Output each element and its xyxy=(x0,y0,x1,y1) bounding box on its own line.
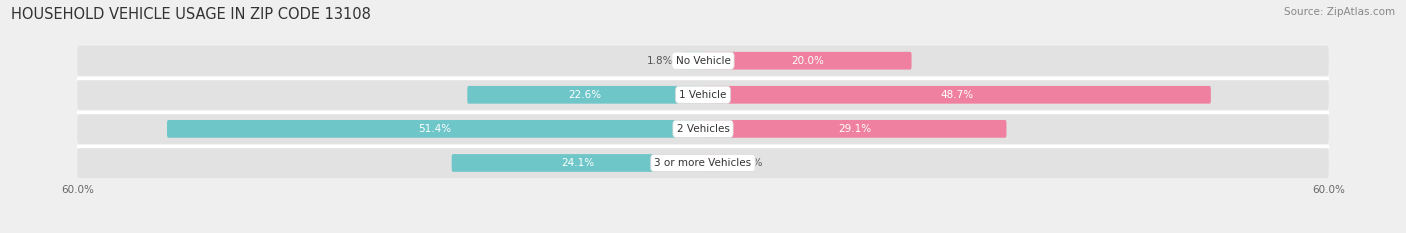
FancyBboxPatch shape xyxy=(77,114,1329,144)
Text: 22.6%: 22.6% xyxy=(568,90,602,100)
Text: 3 or more Vehicles: 3 or more Vehicles xyxy=(654,158,752,168)
FancyBboxPatch shape xyxy=(467,86,703,104)
FancyBboxPatch shape xyxy=(77,80,1329,110)
FancyBboxPatch shape xyxy=(703,120,1007,138)
Text: 1.8%: 1.8% xyxy=(647,56,673,66)
Text: 20.0%: 20.0% xyxy=(790,56,824,66)
FancyBboxPatch shape xyxy=(703,52,911,70)
FancyBboxPatch shape xyxy=(167,120,703,138)
FancyBboxPatch shape xyxy=(685,52,703,70)
Text: 2.2%: 2.2% xyxy=(737,158,763,168)
FancyBboxPatch shape xyxy=(703,86,1211,104)
Text: No Vehicle: No Vehicle xyxy=(675,56,731,66)
FancyBboxPatch shape xyxy=(77,46,1329,76)
FancyBboxPatch shape xyxy=(77,148,1329,178)
Text: 51.4%: 51.4% xyxy=(419,124,451,134)
Text: 2 Vehicles: 2 Vehicles xyxy=(676,124,730,134)
FancyBboxPatch shape xyxy=(703,154,725,172)
FancyBboxPatch shape xyxy=(451,154,703,172)
Text: Source: ZipAtlas.com: Source: ZipAtlas.com xyxy=(1284,7,1395,17)
Text: 1 Vehicle: 1 Vehicle xyxy=(679,90,727,100)
Text: 48.7%: 48.7% xyxy=(941,90,973,100)
Text: HOUSEHOLD VEHICLE USAGE IN ZIP CODE 13108: HOUSEHOLD VEHICLE USAGE IN ZIP CODE 1310… xyxy=(11,7,371,22)
Text: 29.1%: 29.1% xyxy=(838,124,872,134)
Text: 24.1%: 24.1% xyxy=(561,158,593,168)
